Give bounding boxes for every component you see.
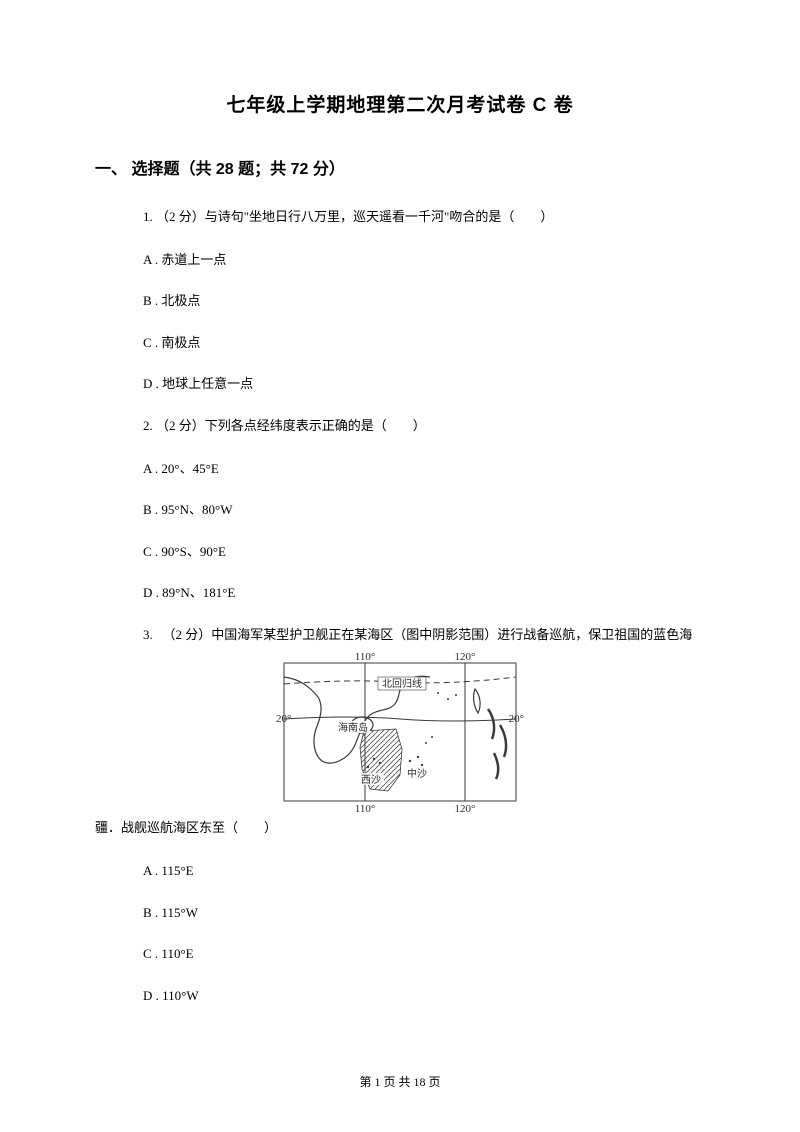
q1-option-c: C . 南极点 xyxy=(143,333,705,353)
q3-option-c: C . 110°E xyxy=(143,944,705,964)
map-label-hainan: 海南岛 xyxy=(338,721,368,734)
q2-option-d: D . 89°N、181°E xyxy=(143,583,705,603)
q2-stem: 2. （2 分）下列各点经纬度表示正确的是（ ） xyxy=(143,416,705,437)
q3-map-row: 110° 120° 北回归线 20° 20° 海南岛 西沙 中沙 110° 12… xyxy=(95,649,705,814)
page-footer: 第 1 页 共 18 页 xyxy=(0,1073,800,1090)
map-label-bot-110: 110° xyxy=(355,803,376,814)
q1-stem: 1. （2 分）与诗句"坐地日行八万里，巡天遥看一千河"吻合的是（ ） xyxy=(143,207,705,228)
map-figure: 110° 120° 北回归线 20° 20° 海南岛 西沙 中沙 110° 12… xyxy=(270,649,530,814)
map-label-right20: 20° xyxy=(509,713,524,725)
q2-option-a: A . 20°、45°E xyxy=(143,459,705,479)
map-label-bot-120: 120° xyxy=(455,803,476,814)
section-header: 一、 选择题（共 28 题；共 72 分） xyxy=(95,155,705,179)
q3-stem-line1: 3. （2 分）中国海军某型护卫舰正在某海区（图中阴影范围）进行战备巡航，保卫祖… xyxy=(143,625,705,646)
q3-option-b: B . 115°W xyxy=(143,903,705,923)
q3-block: 3. （2 分）中国海军某型护卫舰正在某海区（图中阴影范围）进行战备巡航，保卫祖… xyxy=(95,625,705,840)
q1-option-a: A . 赤道上一点 xyxy=(143,250,705,270)
map-label-xisha: 西沙 xyxy=(361,774,381,786)
q3-stem-line2: 疆．战舰巡航海区东至（ ） xyxy=(95,818,705,839)
q3-option-d: D . 110°W xyxy=(143,986,705,1006)
map-label-top-110: 110° xyxy=(355,651,376,663)
q3-option-a: A . 115°E xyxy=(143,861,705,881)
map-label-zhongsha: 中沙 xyxy=(407,767,427,780)
page-title: 七年级上学期地理第二次月考试卷 C 卷 xyxy=(95,90,705,117)
map-label-top-120: 120° xyxy=(455,651,476,663)
map-label-left20: 20° xyxy=(276,713,291,725)
q2-option-c: C . 90°S、90°E xyxy=(143,542,705,562)
q1-option-b: B . 北极点 xyxy=(143,291,705,311)
q1-option-d: D . 地球上任意一点 xyxy=(143,374,705,394)
map-label-tropic: 北回归线 xyxy=(382,677,422,690)
q2-option-b: B . 95°N、80°W xyxy=(143,500,705,520)
